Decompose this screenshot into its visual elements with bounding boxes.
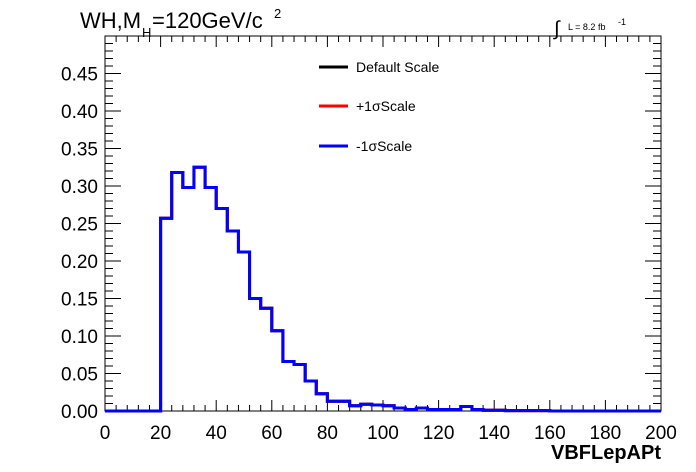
- x-tick-label: 160: [534, 423, 566, 444]
- chart-title-rest: =120GeV/c: [152, 8, 263, 33]
- x-tick-label: 60: [261, 423, 282, 444]
- histogram-line-plus1sigma: [105, 165, 661, 413]
- luminosity-label: L = 8.2 fb: [568, 22, 605, 32]
- chart-title-superscript: 2: [274, 6, 281, 21]
- y-tick-label: 0.15: [61, 290, 98, 311]
- chart-title-main: WH,M: [80, 8, 141, 33]
- legend-label-plus1sigma: +1σScale: [356, 98, 416, 114]
- y-tick-label: 0.40: [61, 102, 98, 123]
- x-axis-ticks: 0 20 40 60 80 100 120 140 160 180 200: [100, 36, 677, 444]
- x-tick-label: 200: [645, 423, 677, 444]
- x-tick-label: 180: [590, 423, 622, 444]
- y-tick-label: 0.30: [61, 177, 98, 198]
- x-tick-label: 0: [100, 423, 111, 444]
- chart-title-subscript: H: [142, 25, 151, 40]
- histogram-line-minus1sigma: [105, 165, 661, 413]
- x-tick-label: 40: [206, 423, 227, 444]
- y-tick-label: 0.20: [61, 252, 98, 273]
- histogram-series: [105, 165, 661, 413]
- legend-label-default: Default Scale: [356, 59, 439, 75]
- y-tick-label: 0.10: [61, 327, 98, 348]
- legend: Default Scale +1σScale -1σScale: [319, 59, 439, 154]
- plot-frame: [104, 35, 662, 412]
- x-tick-label: 100: [367, 423, 399, 444]
- histogram-line-default: [105, 165, 661, 413]
- luminosity-superscript: -1: [618, 17, 626, 27]
- luminosity-integral-symbol: ∫: [553, 18, 561, 40]
- y-axis-ticks: 0.00 0.05 0.10 0.15 0.20 0.25 0.30 0.35 0.40 0.45: [61, 35, 661, 423]
- legend-label-minus1sigma: -1σScale: [356, 138, 412, 154]
- x-axis-label: VBFLepAPt: [551, 442, 661, 464]
- x-tick-label: 140: [478, 423, 510, 444]
- y-tick-label: 0.00: [61, 402, 98, 423]
- y-tick-label: 0.35: [61, 140, 98, 161]
- y-tick-label: 0.45: [61, 65, 98, 86]
- x-tick-label: 80: [317, 423, 338, 444]
- y-tick-label: 0.25: [61, 215, 98, 236]
- x-tick-label: 20: [150, 423, 171, 444]
- y-tick-label: 0.05: [61, 365, 98, 386]
- x-tick-label: 120: [423, 423, 455, 444]
